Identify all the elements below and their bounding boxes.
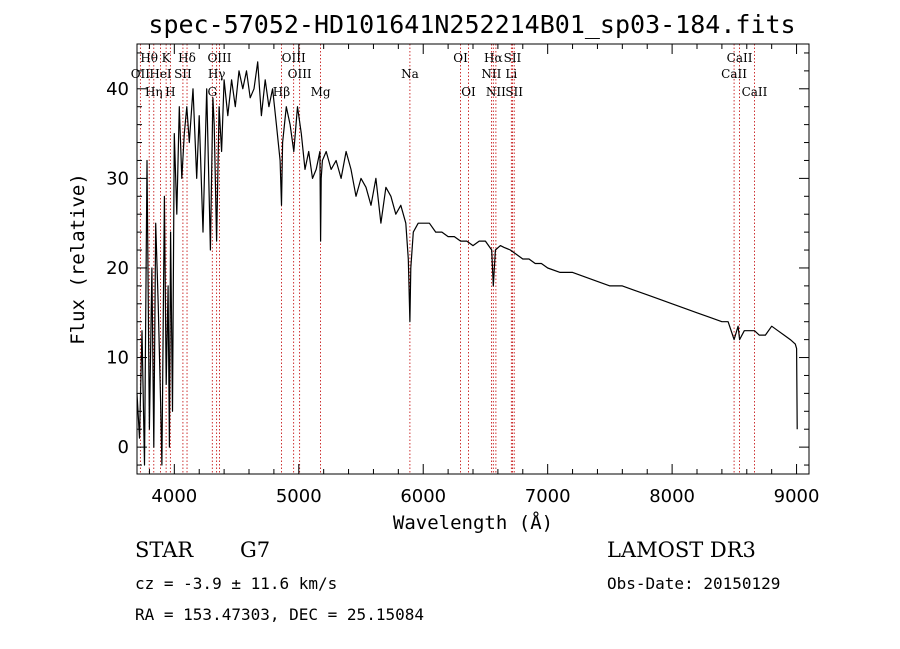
spectrum-series-line [136,61,798,466]
line-marker-label-8: OIII [207,51,231,65]
line-marker-label-16: OI [453,51,468,65]
line-markers [139,44,755,474]
line-marker-label-0: Hθ [140,51,158,65]
x-axis-label: Wavelength (Å) [393,511,553,534]
y-tick-label-40: 40 [106,79,129,100]
line-marker-label-12: OIII [288,67,312,81]
line-marker-label-2: Hη [145,85,163,99]
line-marker-label-21: SII [504,51,522,65]
line-marker-label-14: Mg [311,85,331,99]
line-marker-label-17: OI [461,85,476,99]
line-marker-label-3: HeI [149,67,172,81]
y-tick-label-10: 10 [106,348,129,369]
object-class: STAR [135,538,194,562]
y-axis-label: Flux (relative) [67,173,89,345]
line-marker-label-10: G [207,85,217,99]
coordinates: RA = 153.47303, DEC = 25.15084 [135,605,424,624]
x-tick-label-9000: 9000 [774,486,820,507]
line-marker-label-20: NII [486,85,506,99]
line-marker-label-15: Na [401,67,419,81]
line-marker-label-22: Li [505,67,517,81]
line-marker-label-18: Hα [484,51,503,65]
y-tick-label-0: 0 [118,437,129,458]
x-axis-ticks: 4000 5000 6000 7000 8000 9000 [148,44,820,507]
line-marker-label-7: Hδ [178,51,196,65]
redshift-text: cz = -3.9 ± 11.6 km/s [135,574,338,593]
line-marker-label-6: SII [174,67,192,81]
survey-name: LAMOST DR3 [607,538,756,562]
y-tick-label-20: 20 [106,258,129,279]
line-marker-label-26: CaII [742,85,768,99]
y-tick-label-30: 30 [106,168,129,189]
x-tick-label-6000: 6000 [400,486,446,507]
y-axis-ticks: 0 10 20 30 40 [106,52,809,466]
object-subclass: G7 [240,538,271,562]
line-marker-label-25: CaII [721,67,747,81]
chart-title: spec-57052-HD101641N252214B01_sp03-184.f… [148,10,795,39]
line-marker-label-13: Hβ [273,85,290,99]
x-tick-label-8000: 8000 [649,486,695,507]
obs-date: Obs-Date: 20150129 [607,574,781,593]
line-marker-label-19: NII [481,67,501,81]
x-tick-label-7000: 7000 [525,486,571,507]
line-marker-label-1: OII [131,67,151,81]
x-tick-label-4000: 4000 [151,486,197,507]
line-marker-label-5: K [162,51,172,65]
line-marker-label-24: CaII [727,51,753,65]
line-marker-label-9: Hγ [208,67,226,81]
line-marker-label-23: SII [505,85,523,99]
plot-frame [136,43,810,475]
line-marker-label-11: OIII [282,51,306,65]
line-marker-label-4: H [165,85,175,99]
x-tick-label-5000: 5000 [276,486,322,507]
